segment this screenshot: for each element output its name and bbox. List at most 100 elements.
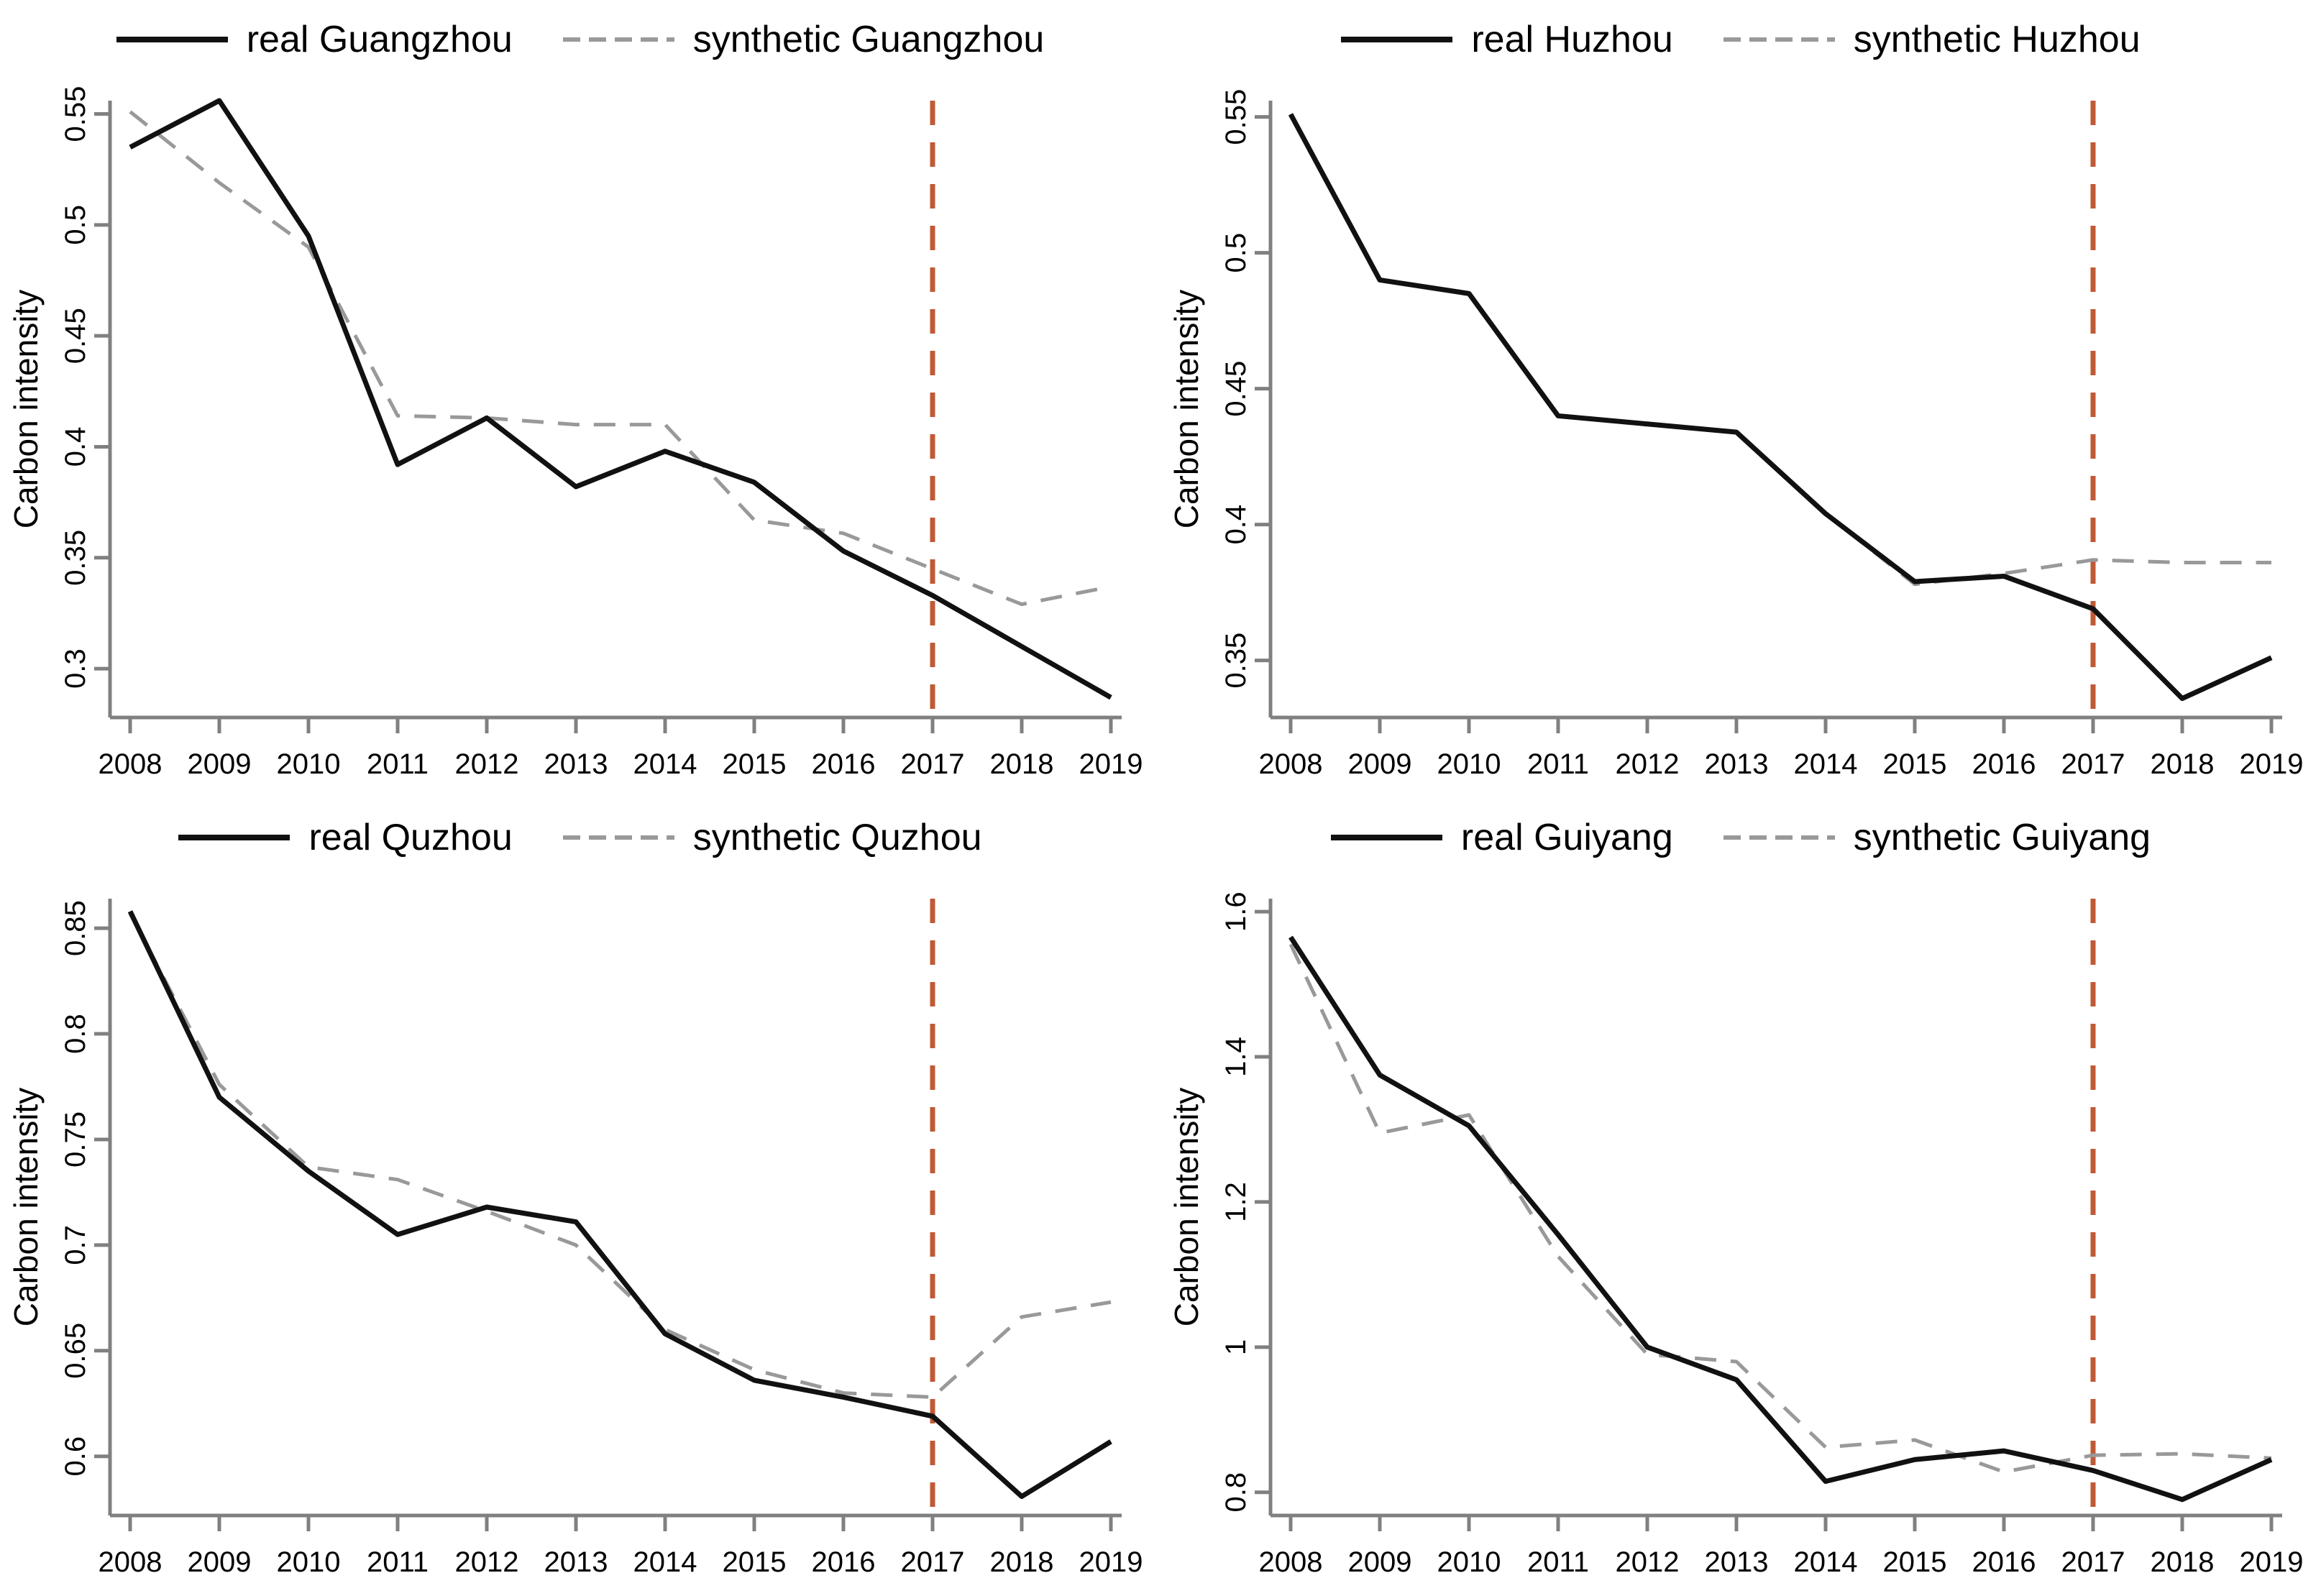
x-tick-label: 2013 — [1705, 1546, 1769, 1578]
chart-panel-huzhou: real Huzhou synthetic Huzhou 0.35 0.4 0.45… — [1160, 0, 2321, 798]
x-tick-label: 2019 — [1079, 748, 1143, 780]
x-tick-label: 2015 — [723, 1546, 787, 1578]
real-series-line — [129, 98, 1112, 700]
x-tick-label: 2016 — [812, 748, 876, 780]
x-tick-label: 2008 — [1259, 1546, 1323, 1578]
synthetic-series-line — [129, 110, 1112, 607]
x-tick-label: 2012 — [455, 1546, 519, 1578]
y-tick-label: 0.35 — [60, 530, 91, 586]
x-tick-label: 2015 — [1883, 748, 1947, 780]
y-tick-label: 0.45 — [1220, 361, 1252, 417]
x-tick-label: 2008 — [99, 748, 162, 780]
real-series-line — [1288, 935, 2273, 1503]
legend-label-real: real Huzhou — [1471, 19, 1673, 60]
chart-svg-guiyang: 0.8 1 1.2 1.4 1.6 2008 2009 2010 2011 2012 2013 201… — [1168, 891, 2304, 1578]
x-tick-label: 2018 — [2151, 748, 2215, 780]
legend-item-real: real Guangzhou — [116, 21, 513, 58]
y-tick-label: 0.75 — [60, 1111, 91, 1168]
x-tick-label: 2008 — [99, 1546, 162, 1578]
x-tick-label: 2015 — [1883, 1546, 1947, 1578]
synthetic-series-line — [128, 912, 1112, 1399]
synthetic-line-sample — [1723, 835, 1835, 840]
x-tick-label: 2014 — [633, 748, 697, 780]
y-tick-label: 1.4 — [1220, 1037, 1252, 1077]
synthetic-series-line — [1288, 943, 2272, 1474]
y-axis-title: Carbon intensity — [1168, 290, 1205, 528]
x-tick-label: 2009 — [188, 748, 252, 780]
y-tick-label: 0.4 — [60, 427, 91, 467]
chart-svg-quzhou: 0.6 0.65 0.7 0.75 0.8 0.85 2008 2009 2010 2011 201… — [7, 899, 1143, 1578]
x-tick-label: 2018 — [2151, 1546, 2215, 1578]
legend-guangzhou: real Guangzhou synthetic Guangzhou — [0, 0, 1160, 79]
y-tick-label: 0.5 — [60, 205, 91, 245]
legend-item-synthetic: synthetic Quzhou — [562, 817, 982, 858]
x-tick-label: 2012 — [1616, 1546, 1680, 1578]
y-tick-label: 1.6 — [1220, 891, 1252, 932]
x-tick-label: 2016 — [1972, 748, 2036, 780]
x-tick-label: 2019 — [2240, 1546, 2304, 1578]
legend-label-synthetic: synthetic Huzhou — [1853, 19, 2141, 60]
synthetic-series-line — [1288, 113, 2271, 587]
x-tick-label: 2017 — [2061, 748, 2125, 780]
x-tick-label: 2017 — [901, 748, 965, 780]
legend-label-real: real Guangzhou — [246, 19, 513, 60]
x-tick-label: 2016 — [812, 1546, 876, 1578]
chart-svg-huzhou: 0.35 0.4 0.45 0.5 0.55 2008 2009 2010 2011 2012 20… — [1168, 89, 2304, 780]
y-tick-label: 0.55 — [1220, 89, 1252, 145]
x-tick-label: 2019 — [2240, 748, 2304, 780]
synthetic-line-sample — [562, 835, 674, 840]
x-tick-label: 2013 — [544, 1546, 608, 1578]
real-line-sample — [1341, 37, 1453, 42]
y-axis-title: Carbon intensity — [7, 290, 45, 528]
y-tick-label: 0.65 — [60, 1323, 91, 1379]
x-tick-label: 2017 — [2061, 1546, 2125, 1578]
x-tick-label: 2011 — [1527, 1546, 1589, 1578]
x-tick-label: 2019 — [1079, 1546, 1143, 1578]
x-tick-label: 2017 — [901, 1546, 965, 1578]
y-tick-label: 0.45 — [60, 308, 91, 364]
y-tick-label: 0.35 — [1220, 633, 1252, 689]
legend-label-synthetic: synthetic Guiyang — [1853, 817, 2151, 858]
y-tick-label: 0.3 — [60, 648, 91, 689]
x-tick-label: 2011 — [367, 748, 429, 780]
legend-item-synthetic: synthetic Huzhou — [1723, 21, 2141, 58]
synthetic-line-sample — [1723, 37, 1835, 42]
y-tick-label: 0.6 — [60, 1436, 91, 1477]
real-line-sample — [178, 835, 290, 840]
chart-panel-quzhou: real Quzhou synthetic Quzhou 0.6 0.65 0.7 0… — [0, 798, 1160, 1596]
chart-panel-guangzhou: real Guangzhou synthetic Guangzhou 0.3 0.… — [0, 0, 1160, 798]
y-axis-title: Carbon intensity — [1168, 1088, 1205, 1326]
legend-item-synthetic: synthetic Guangzhou — [562, 21, 1044, 58]
x-tick-label: 2010 — [1437, 1546, 1501, 1578]
x-tick-label: 2008 — [1259, 748, 1323, 780]
x-tick-label: 2013 — [544, 748, 608, 780]
real-series-line — [127, 910, 1112, 1500]
y-tick-label: 0.8 — [60, 1014, 91, 1054]
x-tick-label: 2015 — [723, 748, 787, 780]
legend-item-real: real Guiyang — [1330, 817, 1673, 858]
x-tick-label: 2012 — [1616, 748, 1680, 780]
legend-guiyang: real Guiyang synthetic Guiyang — [1160, 798, 2321, 877]
x-tick-label: 2010 — [277, 1546, 341, 1578]
legend-label-real: real Quzhou — [308, 817, 513, 858]
y-axis-title: Carbon intensity — [7, 1088, 45, 1326]
x-tick-label: 2014 — [1794, 1546, 1858, 1578]
real-series-line — [1288, 113, 2273, 702]
legend-label-synthetic: synthetic Quzhou — [692, 817, 982, 858]
x-tick-label: 2011 — [367, 1546, 429, 1578]
x-tick-label: 2009 — [188, 1546, 252, 1578]
x-tick-label: 2018 — [990, 748, 1054, 780]
y-tick-label: 0.7 — [60, 1225, 91, 1265]
y-tick-label: 1 — [1220, 1339, 1252, 1355]
x-tick-label: 2009 — [1348, 1546, 1412, 1578]
x-tick-label: 2014 — [633, 1546, 697, 1578]
legend-item-real: real Huzhou — [1341, 19, 1673, 60]
legend-label-real: real Guiyang — [1460, 817, 1673, 858]
x-tick-label: 2014 — [1794, 748, 1858, 780]
y-tick-label: 0.55 — [60, 86, 91, 142]
x-tick-label: 2011 — [1527, 748, 1589, 780]
y-tick-label: 0.85 — [60, 900, 91, 956]
legend-item-synthetic: synthetic Guiyang — [1723, 819, 2151, 856]
x-tick-label: 2009 — [1348, 748, 1412, 780]
